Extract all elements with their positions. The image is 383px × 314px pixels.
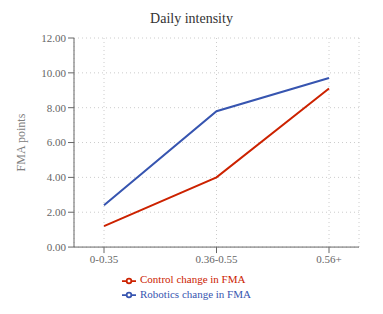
svg-text:12.00: 12.00 [41, 32, 66, 44]
svg-text:6.00: 6.00 [47, 136, 67, 148]
html-text:Daily intensity: Daily intensity [150, 11, 233, 26]
svg-text:0.00: 0.00 [47, 241, 67, 253]
html-text:Robotics change in FMA: Robotics change in FMA [140, 287, 251, 300]
svg-text:8.00: 8.00 [47, 102, 67, 114]
svg-text:FMA points: FMA points [14, 113, 28, 171]
svg-text:0-0.35: 0-0.35 [90, 253, 119, 265]
svg-text:10.00: 10.00 [41, 67, 66, 79]
svg-text:0.36-0.55: 0.36-0.55 [195, 253, 238, 265]
svg-text:0.56+: 0.56+ [316, 253, 341, 265]
svg-text:2.00: 2.00 [47, 206, 67, 218]
html-text:Control change in FMA: Control change in FMA [140, 273, 246, 286]
svg-text:4.00: 4.00 [47, 171, 67, 183]
